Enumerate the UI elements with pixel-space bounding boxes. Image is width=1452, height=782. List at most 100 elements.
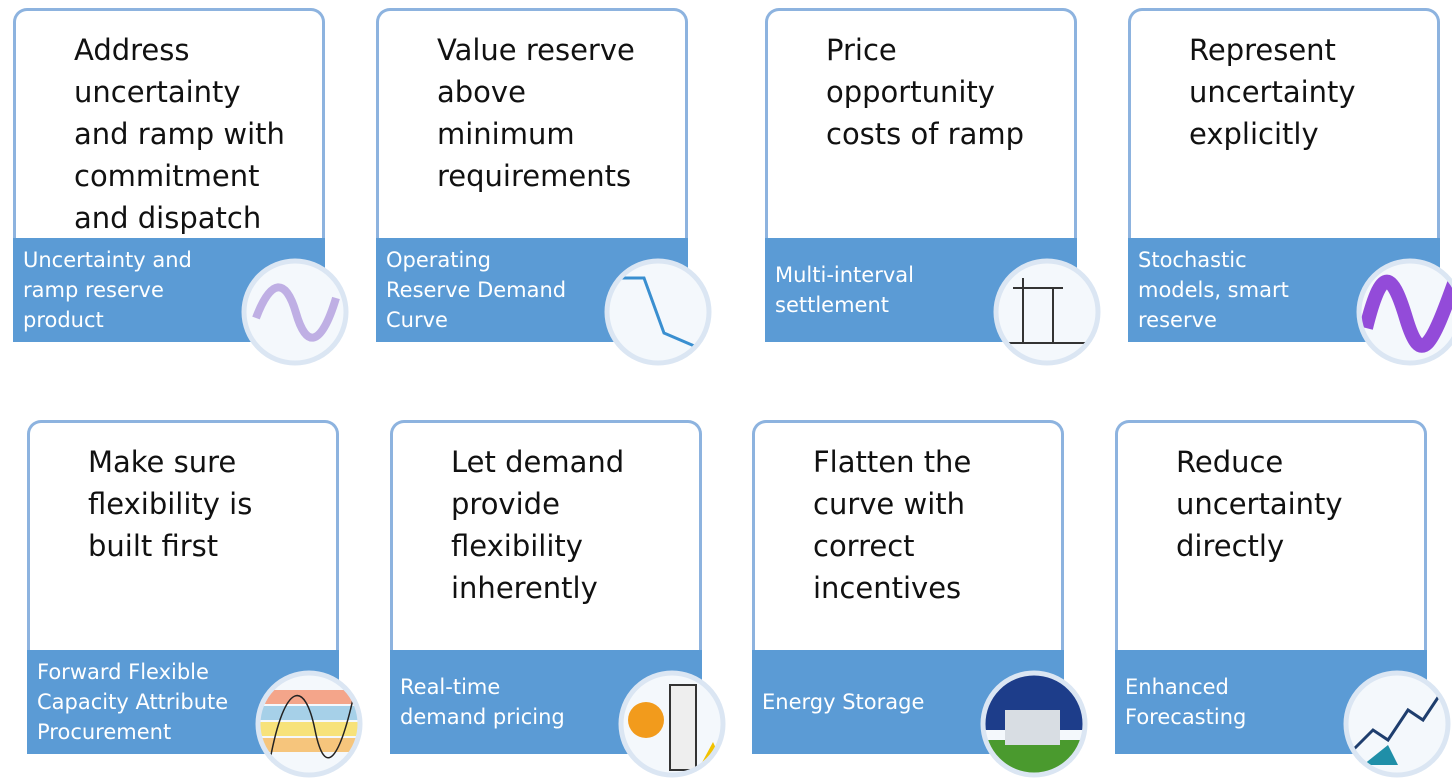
card-heading: Represent uncertainty explicitly [1189, 29, 1356, 155]
card-heading: Reduce uncertainty directly [1176, 441, 1343, 567]
icon-frame [241, 258, 349, 366]
heading-line: Value reserve [437, 33, 635, 67]
label-line: Forward Flexible [37, 660, 209, 684]
icon-shape [258, 738, 360, 752]
heading-line: costs of ramp [826, 117, 1025, 151]
heading-line: requirements [437, 159, 632, 193]
card-heading: Let demand provide flexibility inherently [451, 441, 624, 609]
icon [604, 258, 712, 366]
icon-shape [258, 689, 360, 761]
heading-line: and ramp with [74, 117, 285, 151]
icon-frame [604, 258, 712, 366]
icon-shape [980, 670, 1088, 778]
icon-shape [993, 258, 1101, 366]
heading-line: curve with [813, 487, 965, 521]
icon [1343, 670, 1451, 778]
label-line: reserve [1138, 308, 1217, 332]
icon-frame [993, 258, 1101, 366]
icon-shape [255, 670, 363, 778]
icon-shape [1343, 670, 1451, 778]
card-heading: Value reserve above minimum requirements [437, 29, 635, 197]
label-line: product [23, 308, 104, 332]
card-heading: Make sure flexibility is built first [88, 441, 252, 567]
label-line: demand pricing [400, 705, 565, 729]
heading-line: above [437, 75, 526, 109]
heading-line: Price [826, 33, 897, 67]
label-line: Forecasting [1125, 705, 1247, 729]
icon-shape [628, 702, 664, 738]
icon-shape [607, 261, 709, 363]
icon-frame [255, 670, 363, 778]
heading-line: minimum [437, 117, 575, 151]
card-heading: Price opportunity costs of ramp [826, 29, 1024, 155]
card-heading: Flatten the curve with correct incentives [813, 441, 971, 609]
label-line: Reserve Demand [386, 278, 567, 302]
label-line: Enhanced [1125, 675, 1229, 699]
icon-shape [269, 689, 356, 761]
icon-shape [1003, 278, 1093, 344]
icon-shape [1351, 689, 1445, 752]
label-line: Capacity Attribute [37, 690, 229, 714]
icon-shape [258, 690, 360, 704]
icon-frame [1343, 670, 1451, 778]
icon-shape [604, 258, 712, 366]
icon-frame [618, 670, 726, 778]
icon-shape [1359, 274, 1452, 353]
heading-line: Represent [1189, 33, 1336, 67]
card: Let demand provide flexibility inherently Re… [390, 420, 702, 754]
card-heading: Address uncertainty and ramp with commitmen… [74, 29, 285, 239]
icon [980, 670, 1088, 778]
label-line: Real-time [400, 675, 501, 699]
icon-frame [980, 670, 1088, 778]
icon [255, 670, 363, 778]
heading-line: Flatten the [813, 445, 972, 479]
label-line: Procurement [37, 720, 172, 744]
icon-shape [241, 258, 349, 366]
heading-line: Address [74, 33, 190, 67]
icon-shape [252, 283, 340, 342]
heading-line: provide [451, 487, 560, 521]
label-line: settlement [775, 293, 890, 317]
icon-shape [618, 670, 726, 778]
heading-line: incentives [813, 571, 962, 605]
heading-line: uncertainty [1176, 487, 1343, 521]
icon-shape [1003, 278, 1093, 344]
icon [993, 258, 1101, 366]
icon-shape [1363, 745, 1398, 765]
icon [1356, 258, 1452, 366]
label-line: Operating [386, 248, 491, 272]
heading-line: flexibility [451, 529, 583, 563]
icon-shape [1351, 689, 1445, 765]
icon [618, 670, 726, 778]
heading-line: opportunity [826, 75, 995, 109]
heading-line: inherently [451, 571, 598, 605]
icon-shape [669, 684, 697, 771]
heading-line: Make sure [88, 445, 237, 479]
label-line: Uncertainty and [23, 248, 192, 272]
heading-line: commitment [74, 159, 260, 193]
icon-shape [258, 722, 360, 736]
icon-shape [996, 261, 1098, 363]
icon [241, 258, 349, 366]
heading-line: Reduce [1176, 445, 1284, 479]
label-line: Energy Storage [762, 690, 925, 714]
heading-line: and dispatch [74, 201, 262, 235]
icon-shape [1356, 258, 1452, 366]
icon-frame [1356, 258, 1452, 366]
icon-shape [1005, 710, 1060, 745]
heading-line: explicitly [1189, 117, 1319, 151]
label-line: Multi-interval [775, 263, 914, 287]
label-line: ramp reserve [23, 278, 164, 302]
heading-line: flexibility is [88, 487, 253, 521]
label-line: Stochastic [1138, 248, 1247, 272]
icon-shape [252, 283, 340, 342]
label-line: Curve [386, 308, 448, 332]
heading-line: Let demand [451, 445, 625, 479]
label-line: models, smart [1138, 278, 1289, 302]
heading-line: uncertainty [74, 75, 241, 109]
heading-line: correct [813, 529, 915, 563]
heading-line: built first [88, 529, 219, 563]
icon-shape [619, 276, 700, 350]
heading-line: uncertainty [1189, 75, 1356, 109]
